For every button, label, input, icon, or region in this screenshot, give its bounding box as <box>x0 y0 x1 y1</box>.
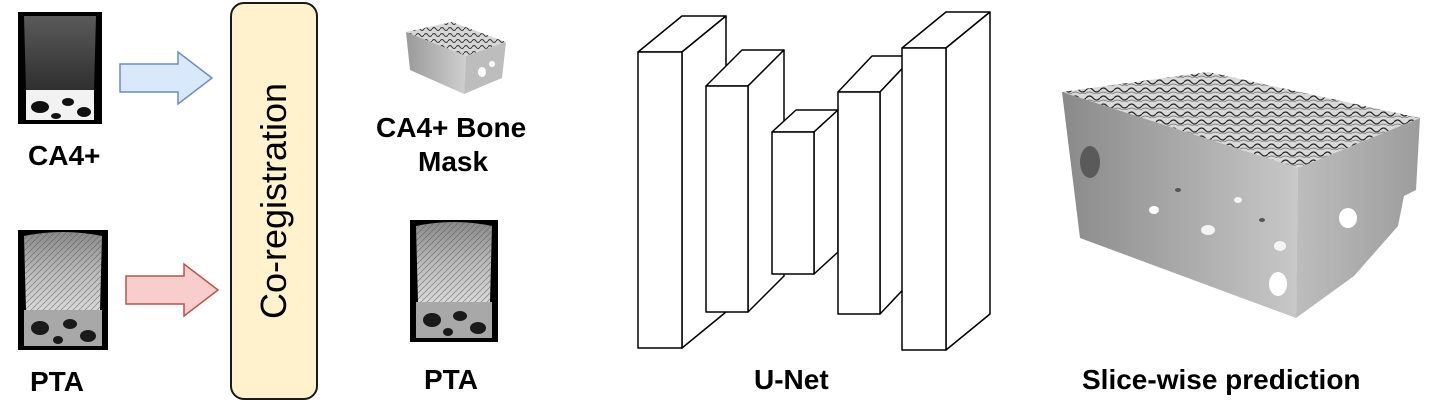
bone-mask-3d-image <box>400 14 510 98</box>
unet-block-2 <box>705 49 785 313</box>
coregistration-label: Co-registration <box>253 82 294 320</box>
unet-label: U-Net <box>754 364 829 395</box>
red-arrow-icon <box>125 262 220 318</box>
pta-input-label: PTA <box>30 366 84 397</box>
unet-block-4 <box>837 55 915 315</box>
bone-mask-label-line2: Mask <box>418 146 489 177</box>
ca4-scan-image <box>18 12 102 124</box>
pta-scan-image <box>18 230 108 350</box>
ca4-input-label: CA4+ <box>28 140 101 171</box>
pta-output-image <box>410 220 498 342</box>
pta-output-label: PTA <box>424 364 478 395</box>
unet-block-3 <box>771 109 839 275</box>
unet-block-1 <box>637 15 727 349</box>
prediction-3d-image <box>1058 70 1424 326</box>
coregistration-box: Co-registration <box>230 2 318 400</box>
blue-arrow-icon <box>119 50 214 106</box>
bone-mask-label-line1: CA4+ Bone <box>376 112 527 143</box>
unet-block-5 <box>901 11 991 351</box>
prediction-label: Slice-wise prediction <box>1082 364 1361 395</box>
